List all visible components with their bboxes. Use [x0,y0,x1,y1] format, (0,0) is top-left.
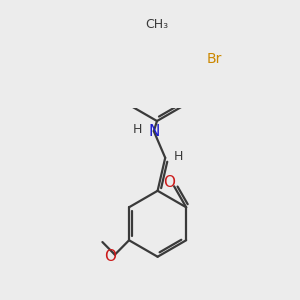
Text: O: O [163,175,175,190]
Text: CH₃: CH₃ [146,18,169,31]
Text: O: O [104,249,116,264]
Text: Br: Br [206,52,222,67]
Text: H: H [174,150,184,163]
Text: N: N [148,124,160,139]
Text: H: H [133,123,142,136]
